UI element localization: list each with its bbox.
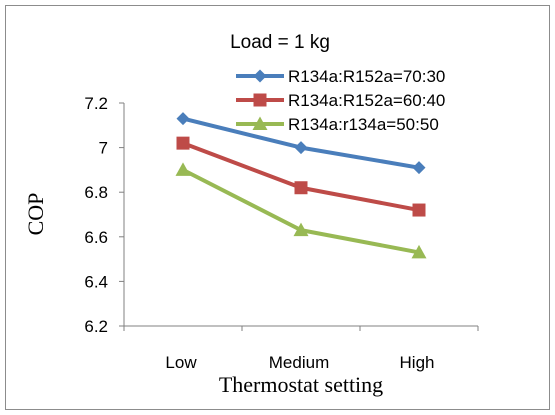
data-point [294, 141, 308, 155]
data-point [293, 222, 309, 237]
legend-label: R134a:r134a=50:50 [288, 115, 439, 134]
series-2 [176, 136, 426, 217]
legend-swatch-marker [253, 69, 267, 83]
axes: 6.2 6.4 6.6 6.8 7 7.2 Low Medium High [84, 94, 479, 372]
legend-swatch-marker [253, 93, 267, 107]
data-point [412, 161, 426, 175]
series-layer [175, 112, 427, 259]
series-1 [176, 112, 426, 175]
y-tick-label: 6.8 [84, 183, 108, 202]
legend-item: R134a:r134a=50:50 [236, 115, 439, 134]
x-tick-label: High [400, 353, 435, 372]
data-point [412, 203, 426, 217]
legend-item: R134a:R152a=70:30 [236, 67, 445, 86]
y-tick-label: 7 [99, 139, 108, 158]
data-point [176, 136, 190, 150]
legend-swatch-marker [252, 116, 268, 130]
data-point [175, 162, 191, 176]
data-point [176, 112, 190, 126]
legend: R134a:R152a=70:30 R134a:R152a=60:40 R134a:… [236, 67, 445, 134]
y-tick-label: 6.2 [84, 317, 108, 336]
x-tick-label: Medium [269, 353, 329, 372]
legend-item: R134a:R152a=60:40 [236, 91, 445, 110]
y-tick-label: 6.4 [84, 272, 108, 291]
y-tick-label: 7.2 [84, 94, 108, 113]
data-point [294, 181, 308, 195]
y-tick-label: 6.6 [84, 228, 108, 247]
data-point [411, 244, 427, 259]
y-axis-label: COP [23, 193, 48, 236]
chart-frame [5, 5, 550, 410]
legend-label: R134a:R152a=60:40 [288, 91, 445, 110]
chart-title: Load = 1 kg [230, 32, 330, 53]
x-axis-label: Thermostat setting [219, 372, 383, 397]
legend-label: R134a:R152a=70:30 [288, 67, 445, 86]
x-tick-label: Low [165, 353, 197, 372]
series-3 [175, 162, 427, 259]
